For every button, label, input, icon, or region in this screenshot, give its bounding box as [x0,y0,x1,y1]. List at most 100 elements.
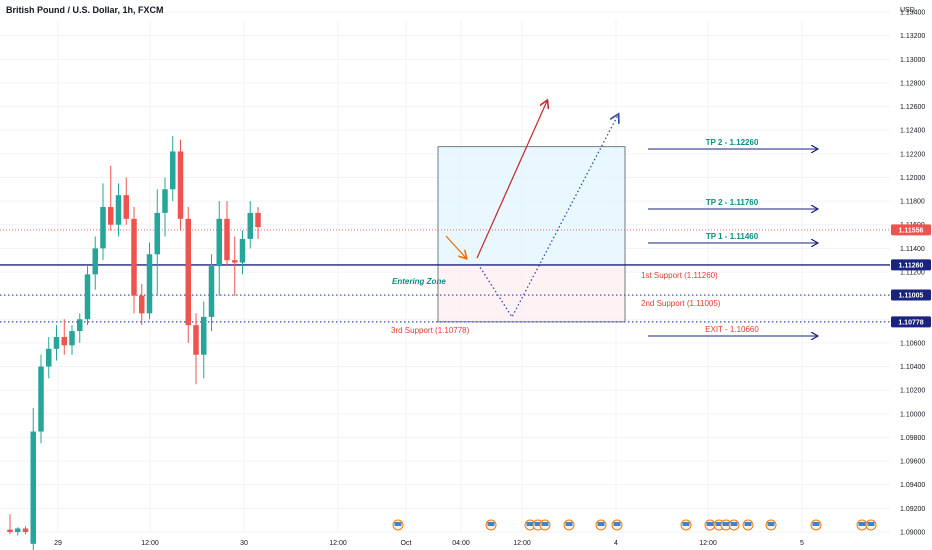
price-tick-label: 1.12600 [900,104,925,111]
time-tick-label: 12:00 [513,540,531,547]
entry-zone-box [437,264,626,323]
candle-body [53,337,60,349]
time-tick-label: Oct [401,540,412,547]
price-tick-label: 1.10000 [900,411,925,418]
entry-arrow [445,235,466,258]
candle-body [170,151,176,190]
target-box [437,146,626,323]
current-price-tag-bg [891,224,931,236]
price-tick-label: 1.09600 [900,459,925,466]
candle-body [193,325,199,355]
price-tick-label: 1.11400 [900,246,925,253]
price-tick-label: 1.12800 [900,80,925,87]
event-flag-icon-stripe [541,522,549,526]
event-flag-icon-stripe [706,522,714,526]
price-tick-label: 1.12400 [900,128,925,135]
price-tick-label: 1.10600 [900,340,925,347]
candle-body [239,238,246,263]
event-icons [392,519,877,531]
candle-body [108,207,114,225]
candle-body [84,274,91,320]
candle-body [232,260,238,263]
support-3-tag: 1.10778 [898,319,923,326]
tp2-mid-label: TP 2 - 1.11760 [706,198,759,207]
price-tick-label: 1.12000 [900,175,925,182]
price-axis: 1.13400 1.13200 1.13000 1.12800 1.12600 1.124… [900,10,925,537]
time-tick-label: 12:00 [329,540,347,547]
price-tick-label: 1.10400 [900,364,925,371]
event-flag-icon-stripe [722,522,730,526]
event-flag-icon-stripe [812,522,820,526]
candle-body [61,337,67,346]
price-tick-label: 1.13000 [900,57,925,64]
candle-body [131,218,137,296]
dotted-path-arrow [477,115,618,319]
time-tick-label: 4 [614,540,618,547]
event-flag-icon-stripe [526,522,534,526]
candle-body [139,295,145,314]
candle-body [100,207,106,249]
support-2-tag: 1.11005 [899,293,924,300]
candle-body [38,366,44,432]
price-tick-label: 1.11200 [900,270,925,277]
price-tick-label: 1.09200 [900,506,925,513]
current-price-tag: 1.11556 [899,227,924,234]
support-1-tag: 1.11260 [899,262,924,269]
time-tick-label: 5 [800,540,804,547]
price-tick-label: 1.13200 [900,33,925,40]
candle-body [255,212,261,228]
price-tick-label: 1.09800 [900,435,925,442]
candle-body [177,151,184,219]
event-flag-icon-stripe [613,522,621,526]
currency-label: USD [900,7,915,14]
time-axis: 29 12:00 30 12:00 Oct 04:00 12:00 4 12:00 5 [54,540,804,547]
entering-zone-label: Entering Zone [392,277,446,286]
projection-arrows [445,101,618,319]
event-flag-icon-stripe [715,522,723,526]
candle-body [185,218,191,326]
tp1-label: TP 1 - 1.11460 [706,232,759,241]
candle-body [7,529,13,532]
price-tick-label: 1.09000 [900,530,925,537]
candle-body [77,319,83,332]
bullish-arrow [476,101,547,259]
event-flag-icon-stripe [487,522,495,526]
candle-body [208,266,215,317]
event-flag-icon-stripe [565,522,573,526]
exit-label: EXIT - 1.10660 [705,325,759,334]
time-tick-label: 30 [240,540,248,547]
level-labels: TP 2 - 1.12260 TP 2 - 1.11760 TP 1 - 1.114… [391,138,817,336]
event-flag-icon-stripe [534,522,542,526]
price-tick-label: 1.09400 [900,482,925,489]
candle-body [201,316,207,355]
event-flag-icon-stripe [867,522,875,526]
price-tick-label: 1.12200 [900,151,925,158]
candle-body [146,254,153,314]
event-flag-icon-stripe [394,522,402,526]
target-zone-box [437,146,626,266]
support-1-label: 1st Support (1.11260) [641,271,718,280]
candle-body [162,189,168,213]
time-tick-label: 12:00 [141,540,159,547]
candle-body [30,431,36,544]
support-3-label: 3rd Support (1.10778) [391,326,470,335]
support-3-tag-bg [891,316,931,328]
candle-body [154,212,160,255]
event-flag-icon-stripe [858,522,866,526]
time-tick-label: 04:00 [452,540,470,547]
candle-body [46,348,52,367]
time-tick-label: 12:00 [699,540,717,547]
support-2-label: 2nd Support (1.11005) [641,299,721,308]
price-tick-label: 1.10200 [900,388,925,395]
candle-body [15,528,21,532]
chart-title: British Pound / U.S. Dollar, 1h, FXCM [6,5,164,15]
support-2-tag-bg [891,289,931,301]
event-flag-icon-stripe [682,522,690,526]
time-tick-label: 29 [54,540,62,547]
event-flag-icon-stripe [744,522,752,526]
candle-body [224,218,230,261]
event-flag-icon-stripe [730,522,738,526]
candle-body [123,195,129,219]
candle-body [92,248,98,275]
